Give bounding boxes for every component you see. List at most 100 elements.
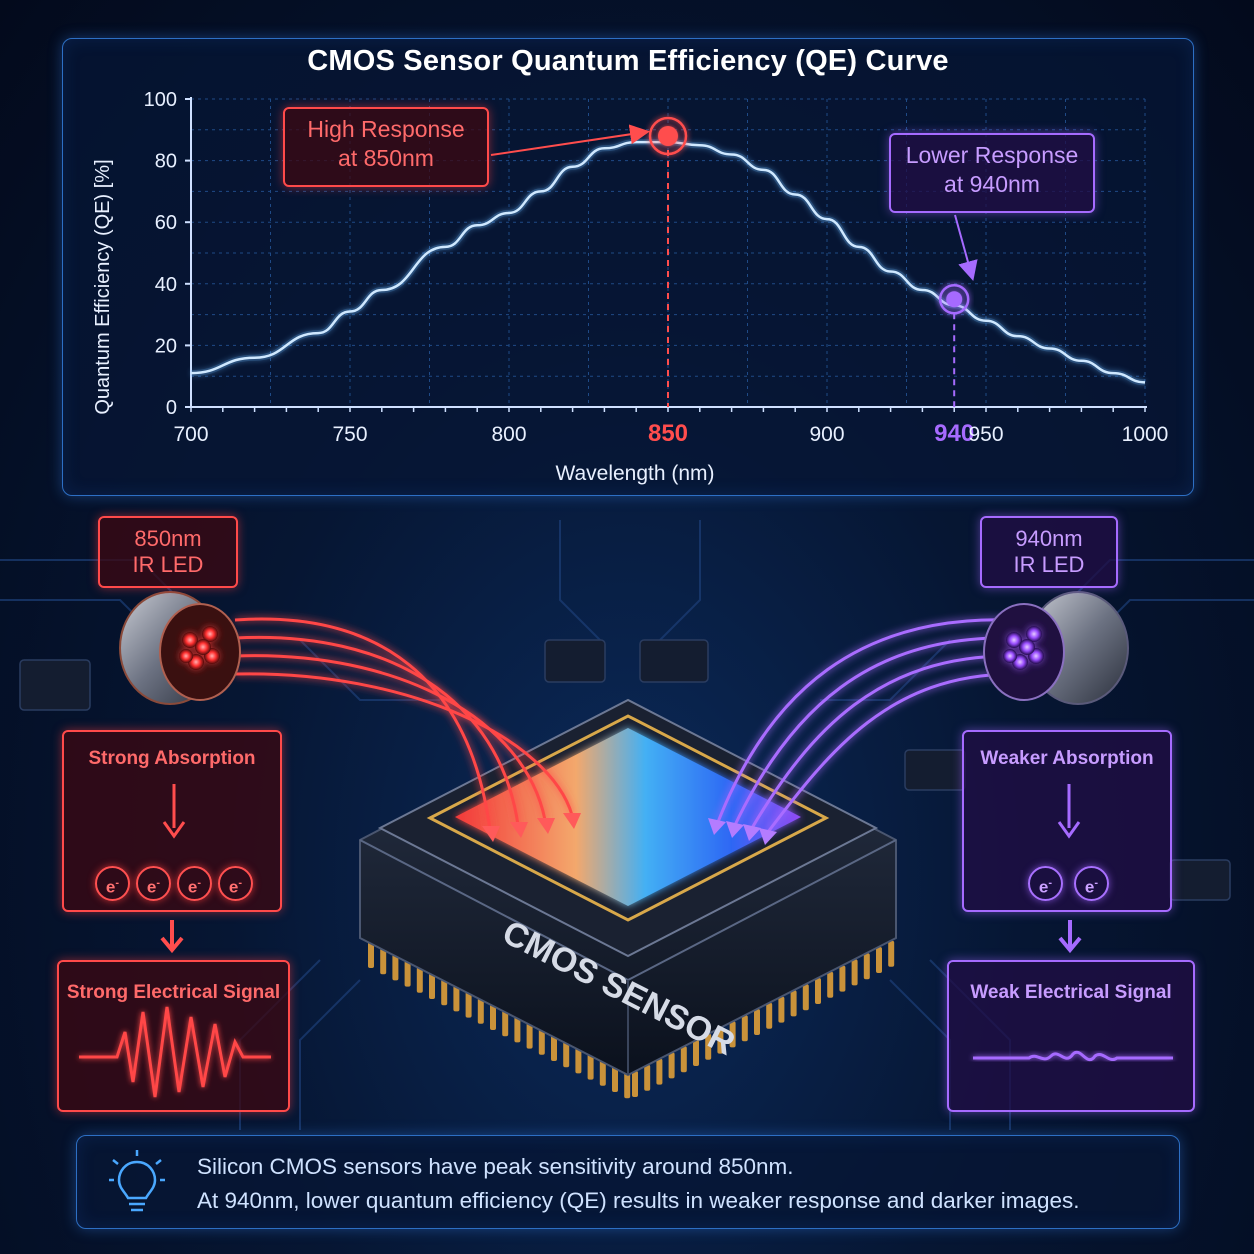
chip-pin	[863, 953, 870, 980]
strong-absorption-panel: Strong Absorption e-e-e-e-	[62, 730, 282, 912]
chip-pin	[827, 971, 834, 998]
y-tick-label: 0	[166, 397, 177, 419]
lower-response-line1: Lower Response	[905, 142, 1079, 168]
qe-curve-line	[190, 140, 1146, 384]
led-850-label: 850nm IR LED	[98, 516, 238, 588]
y-tick-label: 100	[144, 89, 177, 111]
chip-pin	[368, 942, 374, 968]
y-tick-label: 20	[155, 335, 177, 357]
chip-pin	[754, 1009, 760, 1035]
high-response-callout: High Response at 850nm	[283, 107, 489, 187]
x-tick-label: 900	[809, 423, 844, 446]
weaker-absorption-panel: Weaker Absorption e-e-	[962, 730, 1172, 912]
x-axis-label: Wavelength (nm)	[555, 462, 714, 485]
x-tick-label: 1000	[1122, 423, 1169, 446]
callout-arrow-940	[954, 214, 978, 282]
y-tick-label: 80	[155, 151, 177, 173]
led-850-line1: 850nm	[134, 526, 202, 551]
led-940-line1: 940nm	[1015, 526, 1083, 551]
led-940-label: 940nm IR LED	[980, 516, 1118, 588]
x-tick-label: 800	[491, 423, 526, 446]
arrow-down-icon-right	[1058, 920, 1082, 954]
chip-pin	[790, 990, 797, 1017]
chip-pin	[717, 1027, 724, 1054]
annotation-marker	[658, 125, 678, 146]
led-940-line2: IR LED	[1013, 552, 1085, 577]
y-tick-label: 60	[155, 212, 177, 234]
chip-pin	[490, 1004, 496, 1030]
chip-pin	[644, 1064, 651, 1091]
weaker-absorption-graphic	[1004, 784, 1134, 844]
electron-icon: e-	[1074, 866, 1109, 901]
chip-pin	[668, 1052, 675, 1079]
x-tick-label: 750	[332, 423, 367, 446]
x-tick-label: 950	[968, 423, 1003, 446]
ir-led-icon-850	[119, 591, 241, 705]
electron-icon: e-	[218, 866, 253, 901]
annotation-marker-ring	[938, 283, 970, 315]
chip-pin	[429, 973, 435, 999]
chip-pin	[502, 1010, 509, 1037]
cmos-chip: CMOS SENSOR	[359, 698, 897, 1077]
annotation-marker	[946, 291, 963, 308]
y-tick-label: 40	[155, 274, 177, 296]
electron-icon: e-	[1028, 866, 1063, 901]
chip-pin	[587, 1053, 594, 1080]
chip-pin	[514, 1016, 521, 1043]
chip-pin	[392, 954, 399, 981]
footer-line-1: Silicon CMOS sensors have peak sensitivi…	[197, 1154, 794, 1179]
qe-chart-panel: CMOS Sensor Quantum Efficiency (QE) Curv…	[62, 38, 1194, 496]
chip-pin	[729, 1021, 736, 1048]
x-tick-label: 940	[934, 420, 974, 447]
footer-text: Silicon CMOS sensors have peak sensitivi…	[197, 1150, 1080, 1218]
chip-pin	[441, 979, 448, 1006]
chip-pin	[815, 978, 821, 1004]
chip-pin	[766, 1002, 773, 1029]
chip-pin	[477, 997, 484, 1024]
chip-pin	[453, 985, 460, 1012]
strong-absorption-graphic	[94, 784, 254, 844]
weak-signal-title: Weak Electrical Signal	[970, 982, 1172, 1003]
chip-pin	[778, 996, 785, 1023]
electron-icon: e-	[177, 866, 212, 901]
chip-pin	[705, 1033, 712, 1060]
chip-pin	[680, 1046, 687, 1073]
annotation-marker-ring	[648, 116, 688, 156]
y-axis-label: Quantum Efficiency (QE) [%]	[92, 159, 114, 414]
chip-pin	[526, 1022, 533, 1049]
chip-pin	[404, 960, 411, 987]
electron-icon: e-	[136, 866, 171, 901]
chip-pin	[624, 1072, 631, 1099]
chip-pin	[575, 1047, 582, 1074]
lower-response-line2: at 940nm	[944, 171, 1040, 197]
beam-arrowheads-violet	[708, 818, 777, 845]
chip-pin	[876, 947, 882, 973]
chip-pin	[802, 984, 809, 1011]
chip-pin	[416, 966, 423, 993]
signal-wave-icon-weak	[973, 1050, 1173, 1062]
led-850-line2: IR LED	[132, 552, 204, 577]
chip-pin	[656, 1058, 663, 1085]
high-response-line1: High Response	[307, 116, 465, 142]
weaker-absorption-title: Weaker Absorption	[980, 748, 1154, 769]
chip-pin	[551, 1035, 557, 1061]
chip-pin	[851, 959, 858, 986]
strong-signal-panel: Strong Electrical Signal	[57, 960, 290, 1112]
lower-response-callout: Lower Response at 940nm	[889, 133, 1095, 213]
weak-signal-panel: Weak Electrical Signal	[947, 960, 1195, 1112]
chip-pin	[563, 1041, 570, 1068]
light-beams	[234, 617, 1013, 833]
chip-pin	[380, 948, 387, 975]
chip-pin	[741, 1015, 748, 1042]
strong-absorption-title: Strong Absorption	[88, 748, 256, 769]
ir-led-icon-940	[983, 591, 1129, 705]
high-response-line2: at 850nm	[338, 145, 434, 171]
footer-info-panel: Silicon CMOS sensors have peak sensitivi…	[76, 1135, 1180, 1229]
x-tick-label: 850	[648, 420, 688, 447]
signal-wave-icon-strong	[79, 1006, 271, 1098]
chip-pin	[839, 965, 846, 992]
chip-pins	[368, 940, 895, 1099]
chip-pin	[465, 991, 472, 1018]
chip-pin	[632, 1071, 638, 1097]
